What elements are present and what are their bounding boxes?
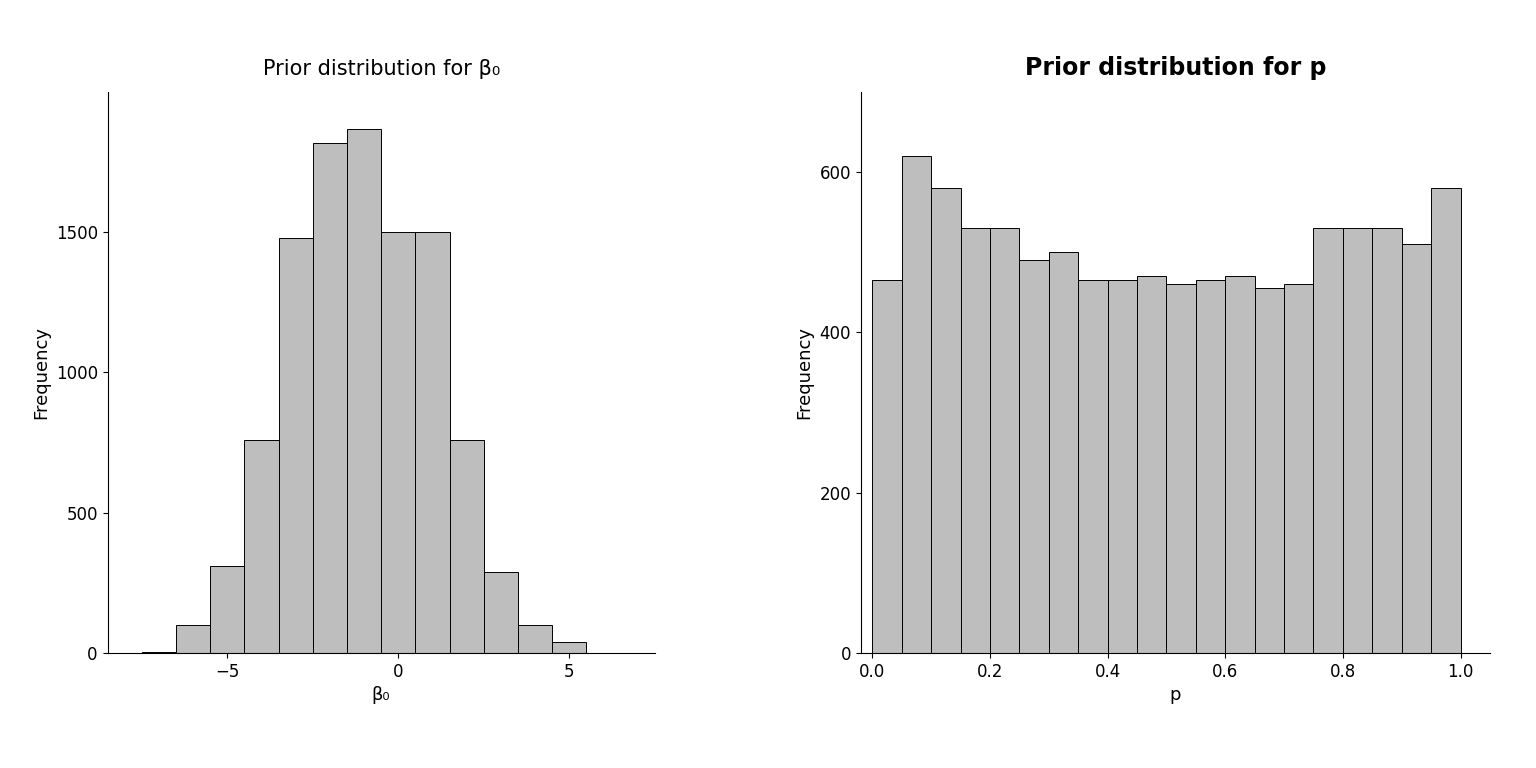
Bar xyxy=(141,652,177,653)
Bar xyxy=(313,143,347,653)
Title: Prior distribution for β₀: Prior distribution for β₀ xyxy=(263,59,499,80)
Bar xyxy=(518,625,551,653)
Bar xyxy=(1020,260,1049,653)
Bar xyxy=(278,238,313,653)
Bar xyxy=(1342,228,1372,653)
Bar xyxy=(902,156,931,653)
Bar xyxy=(960,228,991,653)
X-axis label: p: p xyxy=(1169,686,1181,704)
Bar xyxy=(347,128,381,653)
Bar xyxy=(244,440,278,653)
Bar xyxy=(1432,188,1461,653)
Bar xyxy=(1197,280,1226,653)
Bar xyxy=(1313,228,1342,653)
Bar xyxy=(1226,276,1255,653)
Bar xyxy=(872,280,902,653)
Bar xyxy=(931,188,960,653)
Bar xyxy=(484,571,518,653)
Bar xyxy=(381,232,415,653)
Bar xyxy=(450,440,484,653)
Bar xyxy=(1255,289,1284,653)
X-axis label: β₀: β₀ xyxy=(372,686,390,704)
Title: Prior distribution for p: Prior distribution for p xyxy=(1025,57,1326,81)
Y-axis label: Frequency: Frequency xyxy=(32,326,51,419)
Bar xyxy=(1166,284,1197,653)
Bar xyxy=(1078,280,1107,653)
Bar xyxy=(1402,244,1432,653)
Y-axis label: Frequency: Frequency xyxy=(796,326,814,419)
Bar xyxy=(415,232,450,653)
Bar xyxy=(991,228,1020,653)
Bar xyxy=(210,566,244,653)
Bar xyxy=(551,641,587,653)
Bar xyxy=(1049,253,1078,653)
Bar xyxy=(177,625,210,653)
Bar xyxy=(1372,228,1402,653)
Bar xyxy=(1284,284,1313,653)
Bar xyxy=(1137,276,1166,653)
Bar xyxy=(1107,280,1137,653)
